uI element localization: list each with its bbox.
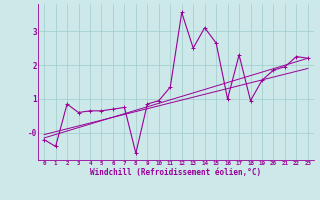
X-axis label: Windchill (Refroidissement éolien,°C): Windchill (Refroidissement éolien,°C)	[91, 168, 261, 177]
